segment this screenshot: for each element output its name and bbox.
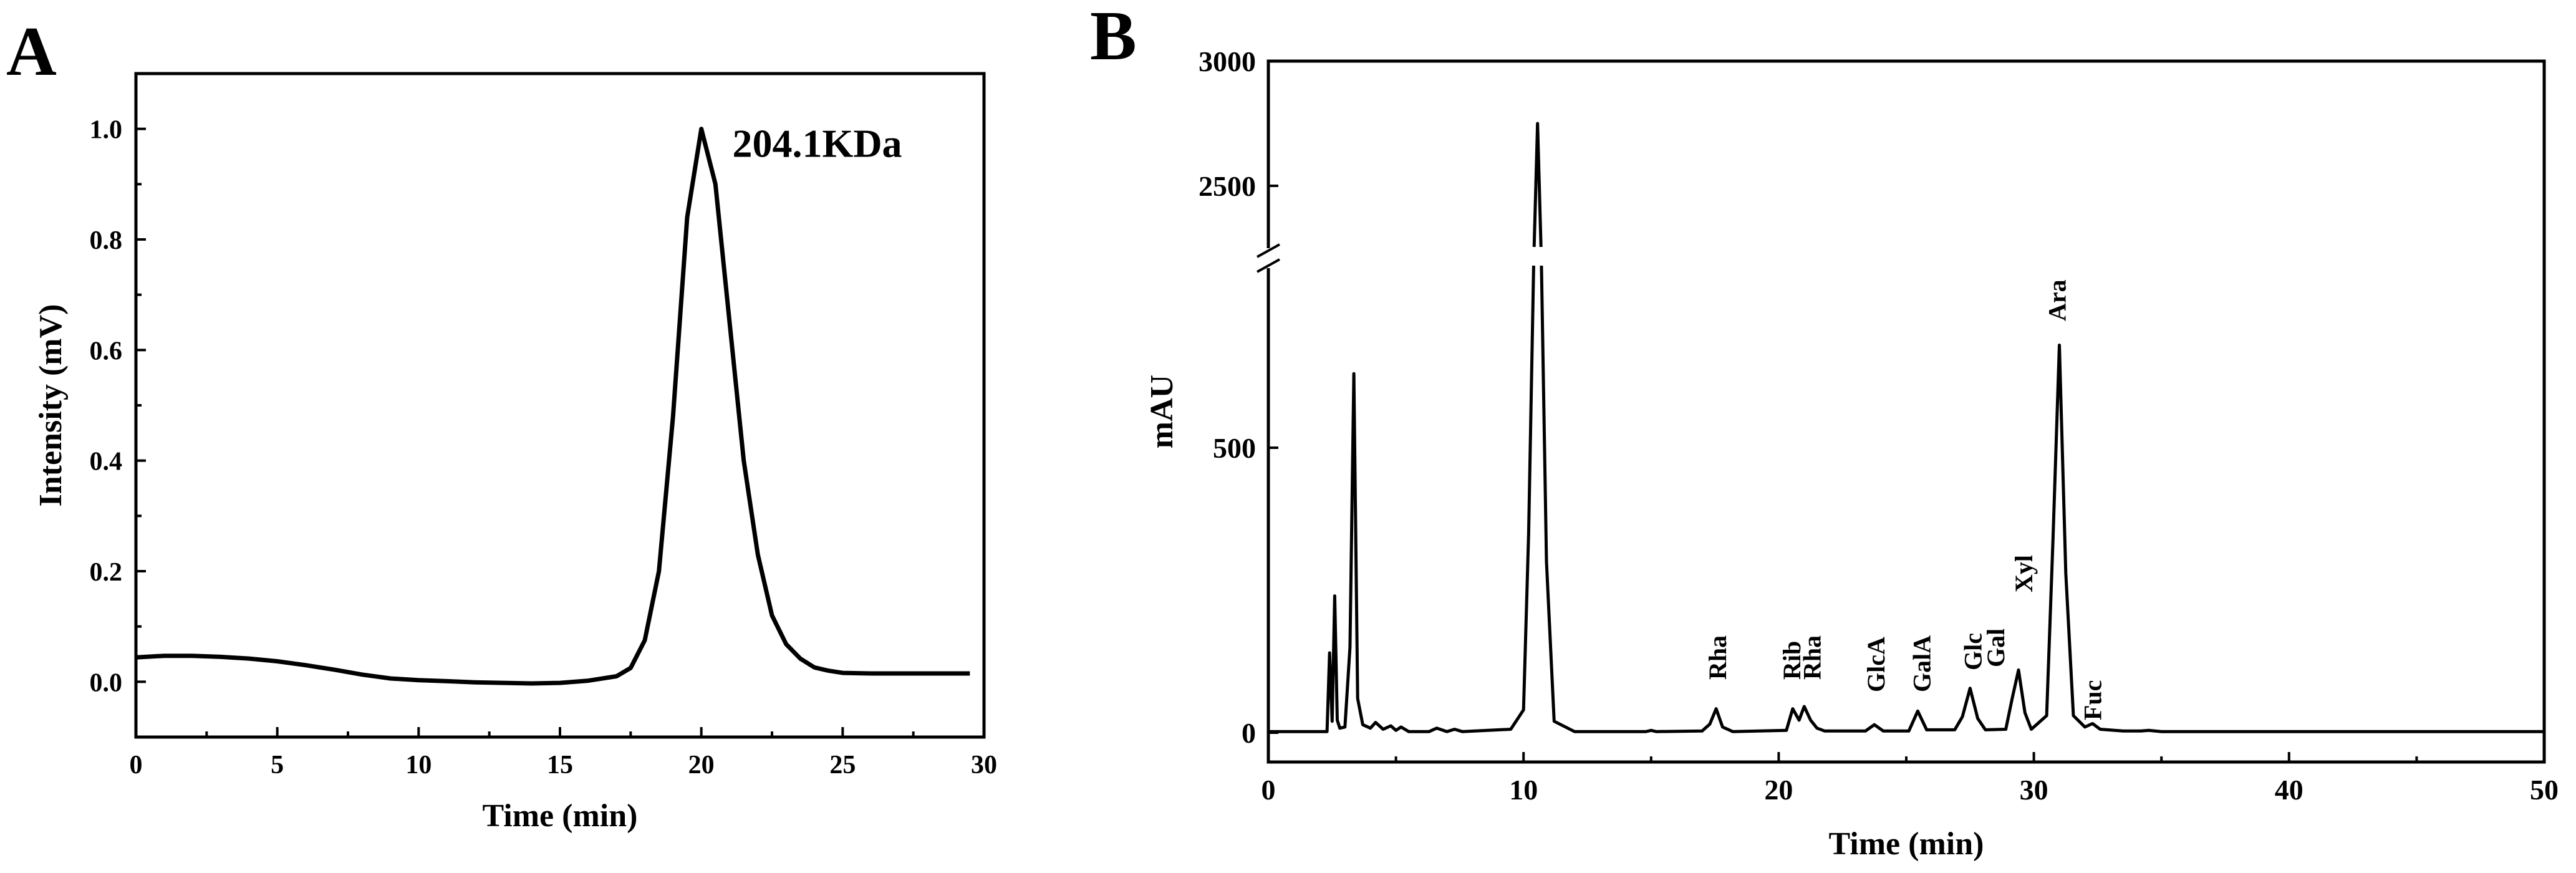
panel-b-x-tick-label: 10 (1509, 774, 1538, 806)
panel-a-x-axis-title: Time (min) (483, 798, 638, 834)
panel-a-y-tick-label: 0.6 (90, 337, 123, 365)
panel-b-x-ticks: 0 10 20 30 40 50 (1261, 752, 2559, 806)
panel-b-peak-label: GalA (1908, 635, 1936, 692)
panel-b-peak-label: Rha (1798, 635, 1826, 680)
panel-a-y-axis-title: Intensity (mV) (33, 304, 69, 507)
panel-b-x-tick-label: 20 (1764, 774, 1793, 806)
panel-b-series-line (1268, 122, 2544, 733)
panel-b-peak-label: Ara (2043, 279, 2071, 321)
panel-b-x-tick-label: 0 (1261, 774, 1276, 806)
panel-b-peak-label: Rha (1704, 635, 1732, 680)
panel-b-plot-frame (1266, 59, 2546, 764)
panel-b-x-tick-label: 40 (2275, 774, 2303, 806)
panel-a-y-tick-label: 0.0 (90, 668, 123, 697)
panel-a-x-tick-label: 25 (829, 751, 856, 779)
panel-b-y-ticks: 0 500 2500 3000 (1199, 46, 1278, 749)
panel-a-y-tick-label: 0.8 (90, 226, 123, 255)
panel-b-peak-label: Fuc (2079, 680, 2107, 720)
panel-a-letter: A (6, 13, 57, 90)
panel-b-x-axis-title: Time (min) (1829, 826, 1984, 862)
panel-b-y-tick-label: 500 (1213, 432, 1256, 464)
panel-a-peak-annotation: 204.1KDa (733, 122, 902, 166)
panel-a-x-tick-label: 30 (971, 751, 997, 779)
panel-a-x-tick-label: 5 (271, 751, 284, 779)
panel-b-peak-label: Rib (1778, 641, 1806, 680)
panel-a-x-tick-label: 20 (688, 751, 715, 779)
panel-a-y-tick-label: 0.2 (90, 558, 123, 587)
panel-a-y-ticks: 0.0 0.2 0.4 0.6 0.8 1.0 (90, 72, 146, 697)
panel-b-x-tick-label: 50 (2530, 774, 2559, 806)
panel-b-axis-break-mark (1257, 243, 1280, 273)
panel-b-peak-label: GlcA (1862, 637, 1890, 692)
panel-b-y-axis-title: mAU (1144, 375, 1180, 448)
panel-a-x-ticks: 0 5 10 15 20 25 30 (130, 727, 997, 779)
panel-b-y-tick-label: 2500 (1199, 170, 1256, 202)
panel-b-y-tick-label: 3000 (1199, 46, 1256, 77)
panel-b-y-tick-label: 0 (1242, 717, 1256, 749)
panel-a-y-tick-label: 1.0 (90, 116, 123, 145)
panel-b-x-tick-label: 30 (2020, 774, 2048, 806)
panel-a: A 0 5 10 15 20 25 30 0.0 0.2 0.4 0.6 0.8 1.0 204.1K… (6, 13, 997, 834)
panel-a-x-tick-label: 10 (405, 751, 432, 779)
panel-b-peak-label: Xyl (2010, 555, 2038, 592)
panel-b-break-gap (1521, 247, 1552, 266)
panel-a-x-tick-label: 15 (547, 751, 573, 779)
panel-b-letter: B (1090, 0, 1137, 75)
panel-b-peak-label: Gal (1982, 629, 2010, 667)
panel-a-plot-frame (134, 72, 986, 739)
panel-a-y-tick-label: 0.4 (90, 448, 123, 476)
panel-a-series-line (135, 127, 970, 686)
panel-a-x-tick-label: 0 (130, 751, 143, 779)
panel-b-peak-label: Glc (1959, 633, 1987, 670)
